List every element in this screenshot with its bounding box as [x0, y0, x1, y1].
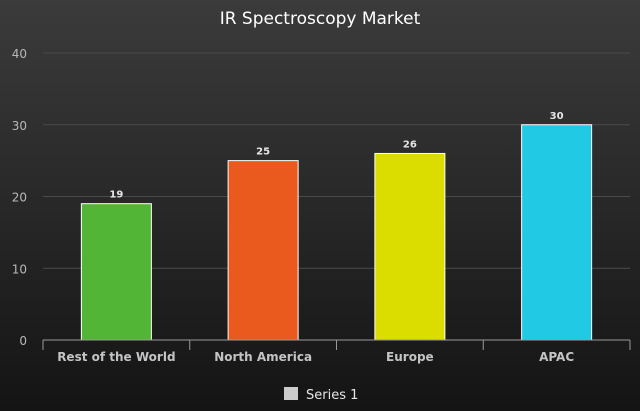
x-tick-label: APAC: [539, 350, 574, 364]
legend-label: Series 1: [306, 388, 358, 403]
y-tick-label: 0: [19, 334, 27, 348]
x-tick-label: Rest of the World: [57, 350, 175, 364]
x-tick-label: North America: [214, 350, 312, 364]
legend-swatch: [284, 387, 298, 400]
bar: [374, 152, 446, 341]
bar: [80, 203, 152, 341]
bar: [227, 160, 299, 341]
bar: [521, 124, 593, 341]
x-tick-label: Europe: [386, 350, 434, 364]
y-tick-label: 20: [12, 191, 27, 205]
y-tick-label: 30: [12, 119, 27, 133]
y-tick-label: 10: [12, 262, 27, 276]
data-label: 19: [109, 190, 123, 201]
data-label: 30: [550, 111, 564, 122]
y-tick-label: 40: [12, 47, 27, 61]
chart-title: IR Spectroscopy Market: [220, 9, 421, 29]
legend[interactable]: Series 1: [284, 387, 358, 403]
bars: 19 25 26 30: [80, 111, 593, 341]
y-axis-ticks: 0 10 20 30 40: [12, 47, 27, 348]
x-axis: Rest of the World North America Europe APAC: [42, 339, 631, 364]
data-label: 26: [403, 139, 417, 150]
data-label: 25: [256, 147, 270, 158]
